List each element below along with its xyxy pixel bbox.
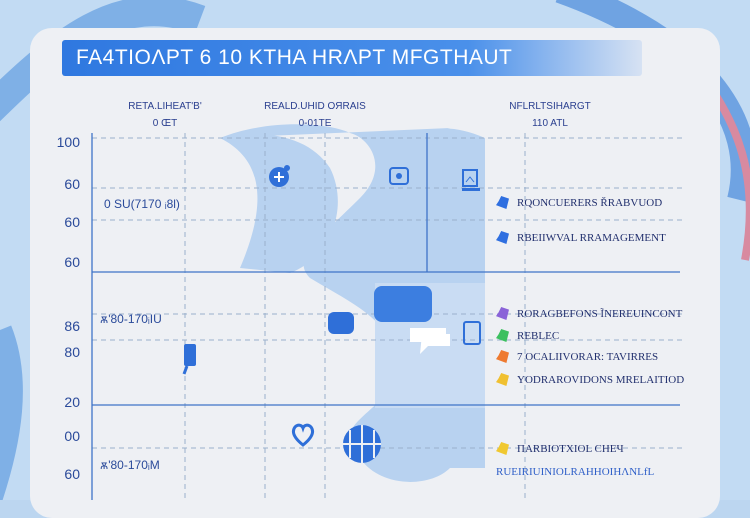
background-blob xyxy=(220,134,338,273)
column-header: NFLRLTSIHARGT 110 ATL xyxy=(470,98,630,132)
legend-marker-icon xyxy=(496,196,509,209)
legend-item: ΠΑRBIOTXIOL CHEЧ xyxy=(496,442,624,455)
y-tick: 20 xyxy=(64,394,80,410)
column-sub: 110 ATL xyxy=(532,118,568,129)
y-tick: 60 xyxy=(64,214,80,230)
y-tick: 00 xyxy=(64,428,80,444)
legend-item: RORAGBEFONS ĨNEREUINCONT xyxy=(496,307,682,320)
row-label: 0 SU(7170 ᵢ8l) xyxy=(104,197,180,211)
column-header: RETA.LIHEAT'B' 0 ŒT xyxy=(100,98,230,132)
y-tick: 100 xyxy=(56,134,80,150)
legend-item: REBLEC xyxy=(496,329,559,342)
speech-bubble-icon xyxy=(374,286,450,354)
legend-marker-icon xyxy=(496,350,509,363)
dashed-gridlines xyxy=(92,133,685,500)
legend-item: RBEIIWVAL RRAMAGEMENT xyxy=(496,231,666,244)
legend-item: RQONCUERERS ŘRABVUOD xyxy=(496,196,662,209)
medical-plus-icon xyxy=(269,165,290,187)
globe-icon xyxy=(343,425,381,463)
monitor-icon xyxy=(389,167,409,185)
legend-marker-icon xyxy=(496,373,509,386)
y-tick: 60 xyxy=(64,466,80,482)
legend-item: 7 OCALIIVORAR: TAVIRRES xyxy=(496,350,658,363)
device-icon xyxy=(328,312,354,334)
column-sub: 0-01TE xyxy=(298,118,332,129)
column-name: RETA.LIHEAT'B' xyxy=(128,101,202,112)
phone-icon xyxy=(463,321,481,345)
footer-note: RUEIRIUINIOLRAHHOIHΛNLfL xyxy=(496,466,655,478)
heart-shield-icon xyxy=(292,423,314,447)
row-label: ѫ'80-170ᵢIU xyxy=(100,312,162,326)
axis-lines xyxy=(91,133,680,500)
legend-marker-icon xyxy=(496,329,509,342)
column-name: REALD.UHID OЯRAIS xyxy=(264,101,366,112)
legend-marker-icon xyxy=(496,442,509,455)
y-tick: 60 xyxy=(64,176,80,192)
mobile-device-icon xyxy=(182,344,196,375)
infographic-card: FA4TIOΛPT 6 10 KTHA HRΛPT MFGTHAUT RETA.… xyxy=(30,28,720,518)
legend-marker-icon xyxy=(496,307,509,320)
y-tick: 60 xyxy=(64,254,80,270)
column-header: REALD.UHID OЯRAIS 0-01TE xyxy=(240,98,390,132)
column-sub: 0 ŒT xyxy=(152,118,178,129)
y-tick: 80 xyxy=(64,344,80,360)
legend-marker-icon xyxy=(496,231,509,244)
tablet-icon xyxy=(462,169,480,191)
row-label: ѫ'80-170ᵢM xyxy=(100,458,160,472)
y-tick: 86 xyxy=(64,318,80,334)
column-name: NFLRLTSIHARGT xyxy=(509,101,591,112)
page-title: FA4TIOΛPT 6 10 KTHA HRΛPT MFGTHAUT xyxy=(62,40,642,76)
legend-item: YODRAROVIDONS MRELAITIOD xyxy=(496,373,684,386)
